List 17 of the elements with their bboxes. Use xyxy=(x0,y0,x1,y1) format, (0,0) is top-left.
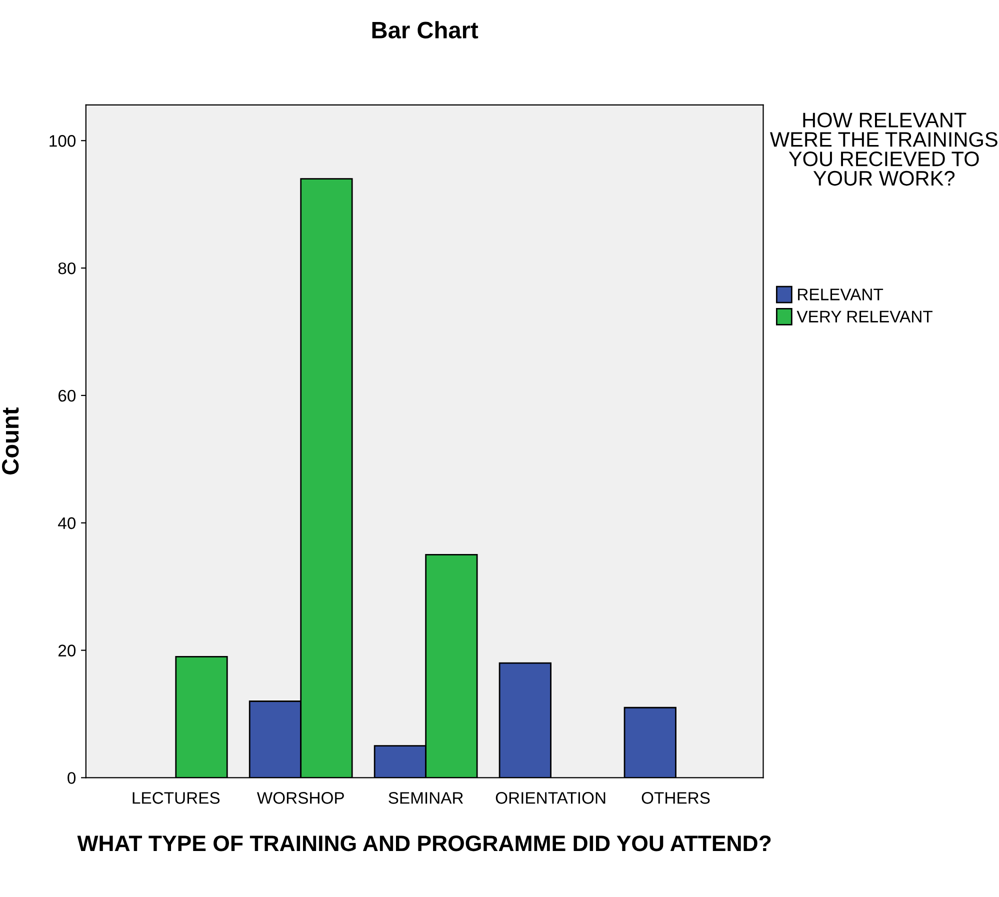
y-tick-label: 20 xyxy=(58,644,76,656)
x-tick-label: LECTURES xyxy=(132,792,220,804)
x-tick-label: WORSHOP xyxy=(256,792,344,804)
legend-label: RELEVANT xyxy=(798,288,884,300)
y-tick-label: 0 xyxy=(68,772,76,784)
legend-label: VERY RELEVANT xyxy=(796,310,932,322)
x-tick-label: SEMINAR xyxy=(388,792,464,804)
y-tick-label: 80 xyxy=(58,262,76,274)
y-tick-label: 40 xyxy=(58,517,76,530)
legend-title: HOW RELEVANT WERE THE TRAININGS YOU RECIEVED TO YOUR WORK? xyxy=(770,112,998,186)
x-axis-title: WHAT TYPE OF TRAINING AND PROGRAMME DID YOU ATTEND? xyxy=(77,835,771,852)
y-tick-label: 100 xyxy=(50,135,76,147)
y-axis-title: Count xyxy=(2,408,19,474)
y-tick-label: 60 xyxy=(58,390,76,402)
x-tick-label: ORIENTATION xyxy=(496,792,606,804)
x-tick-label: OTHERS xyxy=(642,792,710,804)
chart-title: Bar Chart xyxy=(372,21,478,39)
